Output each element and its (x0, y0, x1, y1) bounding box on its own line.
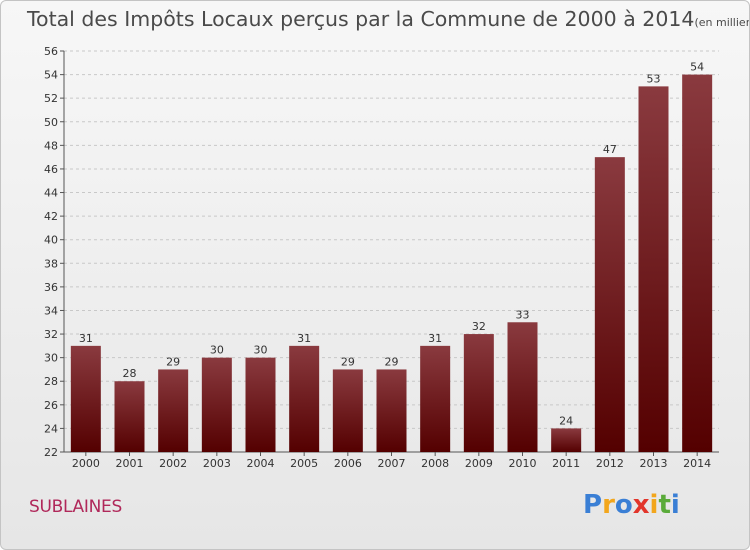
bar-2008 (420, 345, 451, 452)
y-tick-label: 38 (44, 257, 58, 270)
x-tick-label-2000: 2000 (72, 457, 100, 470)
bar-2003 (201, 357, 232, 452)
x-tick-label-2009: 2009 (465, 457, 493, 470)
logo-letter: i (670, 490, 680, 520)
y-tick-label: 36 (44, 281, 58, 294)
y-tick-label: 46 (44, 163, 58, 176)
data-label-2012: 47 (603, 143, 617, 156)
bar-2010 (507, 322, 538, 452)
logo-letter: i (649, 490, 659, 520)
bar-2012 (594, 157, 625, 452)
y-tick-labels: 22 24 26 28 30 32 34 36 38 40 42 44 46 48 50 52 54 56 (44, 45, 58, 459)
chart-title: Total des Impôts Locaux perçus par la Co… (27, 7, 750, 31)
data-labels: 31 28 29 30 30 31 29 29 31 32 33 24 47 53 54 (79, 61, 704, 428)
commune-name: SUBLAINES (29, 497, 122, 517)
logo-letter: P (583, 490, 603, 520)
bar-2005 (289, 345, 320, 452)
y-tick-label: 54 (44, 69, 58, 82)
y-tick-label: 26 (44, 399, 58, 412)
data-label-2003: 30 (210, 344, 224, 357)
unit-text: (en milliers d'€) (694, 16, 750, 29)
y-tick-label: 50 (44, 116, 58, 129)
bar-2002 (158, 369, 189, 452)
bars (70, 74, 713, 453)
y-tick-label: 42 (44, 210, 58, 223)
x-tick-label-2006: 2006 (334, 457, 362, 470)
x-tick-label-2013: 2013 (640, 457, 668, 470)
data-label-2001: 28 (123, 367, 137, 380)
data-label-2006: 29 (341, 355, 355, 368)
x-tick-label-2008: 2008 (421, 457, 449, 470)
bar-2011 (551, 428, 582, 452)
y-tick-label: 30 (44, 352, 58, 365)
bar-2009 (463, 334, 494, 452)
y-tick-label: 24 (44, 422, 58, 435)
data-label-2005: 31 (297, 332, 311, 345)
data-label-2004: 30 (254, 344, 268, 357)
data-label-2014: 54 (690, 61, 704, 74)
data-label-2011: 24 (559, 414, 573, 427)
data-label-2007: 29 (385, 355, 399, 368)
logo-letter: t (658, 490, 671, 520)
x-tick-label-2003: 2003 (203, 457, 231, 470)
y-tick-label: 28 (44, 375, 58, 388)
x-tick-label-2011: 2011 (552, 457, 580, 470)
bar-2014 (682, 74, 713, 453)
data-label-2009: 32 (472, 320, 486, 333)
logo-letter: r (602, 490, 615, 520)
proxiti-logo: Proxiti (583, 490, 680, 520)
data-label-2013: 53 (647, 72, 661, 85)
bar-2013 (638, 86, 669, 452)
logo-letter: x (632, 490, 650, 520)
x-tick-label-2012: 2012 (596, 457, 624, 470)
y-tick-label: 40 (44, 234, 58, 247)
y-tick-label: 56 (44, 45, 58, 58)
x-tick-label-2002: 2002 (159, 457, 187, 470)
data-label-2002: 29 (166, 355, 180, 368)
y-tick-label: 32 (44, 328, 58, 341)
y-tick-label: 22 (44, 446, 58, 459)
y-tick-label: 44 (44, 187, 58, 200)
x-tick-label-2005: 2005 (290, 457, 318, 470)
x-tick-label-2010: 2010 (509, 457, 537, 470)
logo-letter: o (614, 490, 633, 520)
data-label-2010: 33 (516, 308, 530, 321)
title-text: Total des Impôts Locaux perçus par la Co… (27, 7, 695, 31)
x-tick-labels: 2000 2001 2002 2003 2004 2005 2006 2007 2008 2009… (72, 452, 711, 470)
bar-2004 (245, 357, 276, 452)
x-tick-label-2004: 2004 (247, 457, 275, 470)
x-tick-label-2001: 2001 (116, 457, 144, 470)
bar-2000 (70, 345, 101, 452)
bar-2006 (332, 369, 363, 452)
bar-2001 (114, 381, 145, 452)
data-label-2008: 31 (428, 332, 442, 345)
x-tick-label-2007: 2007 (378, 457, 406, 470)
y-tick-label: 48 (44, 139, 58, 152)
bar-2007 (376, 369, 407, 452)
x-tick-label-2014: 2014 (683, 457, 711, 470)
y-tick-label: 34 (44, 304, 58, 317)
data-label-2000: 31 (79, 332, 93, 345)
y-tick-label: 52 (44, 92, 58, 105)
